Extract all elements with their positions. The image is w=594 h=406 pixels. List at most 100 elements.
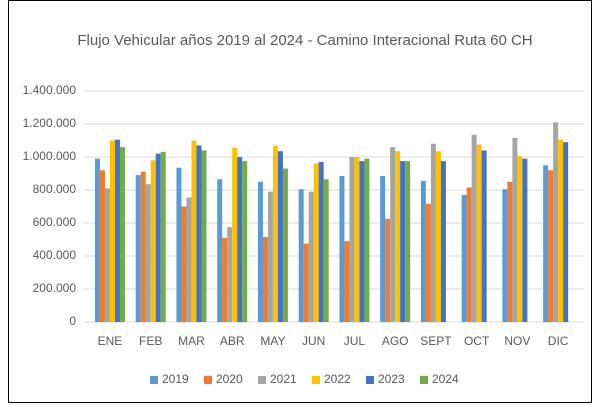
bar <box>522 158 528 322</box>
bar <box>430 143 436 322</box>
bar <box>227 227 233 322</box>
bar <box>267 191 273 322</box>
bar <box>553 122 559 322</box>
bar <box>145 184 151 322</box>
bar <box>395 151 401 322</box>
bar <box>155 153 161 322</box>
y-tick-label: 600.000 <box>33 215 77 229</box>
legend-label: 2021 <box>270 372 297 386</box>
bar <box>303 243 309 322</box>
bar <box>400 161 406 322</box>
legend-label: 2022 <box>324 372 351 386</box>
bar <box>466 187 472 322</box>
bar <box>349 157 355 322</box>
bar <box>390 147 396 322</box>
bar <box>222 237 228 322</box>
legend-swatch <box>204 376 212 384</box>
bar <box>481 150 487 322</box>
legend-swatch <box>366 376 374 384</box>
bar <box>298 189 304 322</box>
bar <box>119 147 125 322</box>
bar <box>272 145 278 322</box>
y-tick-label: 400.000 <box>33 248 77 262</box>
y-tick-label: 800.000 <box>33 182 77 196</box>
bar <box>507 181 513 322</box>
x-tick-label: MAR <box>178 334 205 348</box>
bar <box>440 161 446 322</box>
x-tick-label: DIC <box>548 334 569 348</box>
bar <box>543 165 549 322</box>
y-tick-label: 1.000.000 <box>23 149 77 163</box>
bar <box>339 175 345 322</box>
bar <box>104 188 110 322</box>
bar <box>420 180 426 322</box>
x-tick-label: JUL <box>344 334 366 348</box>
bar <box>313 163 319 322</box>
bar <box>512 138 518 322</box>
y-tick-label: 200.000 <box>33 281 77 295</box>
bar <box>308 191 314 322</box>
y-tick-label: 1.400.000 <box>23 83 77 97</box>
x-tick-label: AGO <box>382 334 409 348</box>
bar <box>186 197 192 322</box>
bar <box>94 158 100 322</box>
x-tick-label: OCT <box>464 334 490 348</box>
bar <box>359 161 365 322</box>
legend-swatch <box>258 376 266 384</box>
bar <box>323 179 329 322</box>
x-tick-label: SEPT <box>420 334 452 348</box>
chart-title: Flujo Vehicular años 2019 al 2024 - Cami… <box>77 32 533 49</box>
bar <box>237 157 243 322</box>
bar <box>558 139 564 322</box>
legend-label: 2023 <box>378 372 405 386</box>
bar <box>548 170 554 322</box>
legend-label: 2024 <box>432 372 459 386</box>
y-tick-label: 1.200.000 <box>23 116 77 130</box>
bar <box>150 160 156 322</box>
bar <box>181 206 187 322</box>
x-tick-label: FEB <box>139 334 162 348</box>
bar <box>277 151 283 322</box>
bar <box>476 144 482 322</box>
legend-swatch <box>420 376 428 384</box>
bar <box>140 171 146 322</box>
bar <box>99 170 105 322</box>
bar <box>471 134 477 322</box>
bar <box>405 161 411 322</box>
x-tick-label: NOV <box>504 334 530 348</box>
bar <box>425 204 431 322</box>
bar <box>262 237 268 322</box>
bar <box>160 152 166 322</box>
bar <box>502 189 508 322</box>
bar <box>563 142 569 322</box>
bar <box>176 167 182 322</box>
bar <box>385 218 391 322</box>
bar <box>344 241 350 322</box>
bar <box>257 181 263 322</box>
bar <box>232 147 238 322</box>
bar <box>517 156 523 322</box>
legend-label: 2020 <box>216 372 243 386</box>
bar <box>201 150 207 322</box>
bar <box>364 158 370 322</box>
bar <box>461 194 467 322</box>
bar <box>114 139 120 322</box>
bar <box>196 145 202 322</box>
legend-swatch <box>312 376 320 384</box>
bar <box>191 140 197 322</box>
bar <box>242 161 248 322</box>
bar <box>217 179 223 322</box>
bar <box>135 175 141 322</box>
legend-swatch <box>150 376 158 384</box>
y-tick-label: 0 <box>69 314 76 328</box>
bar <box>435 151 441 322</box>
x-tick-label: ABR <box>220 334 245 348</box>
bar <box>380 175 386 322</box>
legend-label: 2019 <box>162 372 189 386</box>
x-tick-label: JUN <box>302 334 325 348</box>
bar <box>282 168 288 322</box>
x-tick-label: MAY <box>260 334 285 348</box>
bar <box>109 140 115 322</box>
